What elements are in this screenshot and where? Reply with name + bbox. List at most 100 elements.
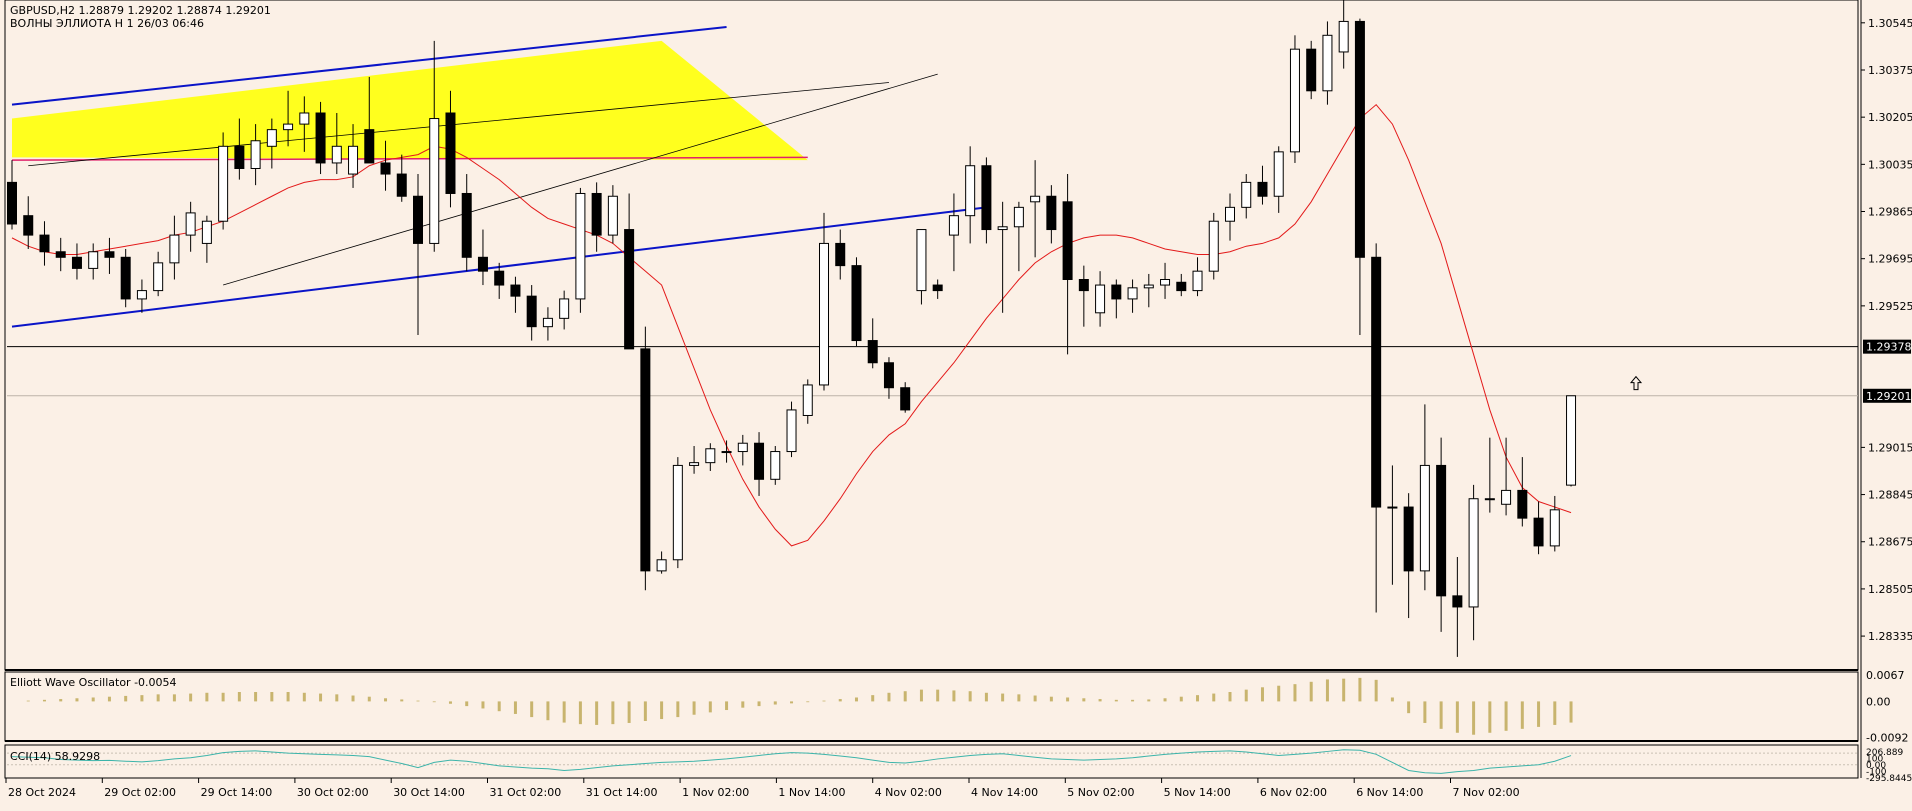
- bullish-candle-body: [542, 317, 553, 328]
- candle: [575, 187, 586, 313]
- candle: [1143, 273, 1154, 308]
- candle: [429, 40, 440, 252]
- candle: [640, 326, 651, 591]
- candle: [283, 90, 294, 147]
- y-tick-label: 1.29525: [1868, 300, 1912, 313]
- bullish-candle-body: [1387, 506, 1398, 509]
- candle: [136, 279, 147, 313]
- bearish-candle-body: [23, 215, 34, 236]
- x-tick-label: 31 Oct 02:00: [490, 786, 562, 799]
- bullish-candle-body: [965, 165, 976, 217]
- candle: [71, 243, 82, 280]
- bearish-candle-body: [39, 234, 50, 253]
- bearish-candle-body: [1533, 517, 1544, 547]
- bullish-candle-body: [201, 220, 212, 244]
- bearish-candle-body: [120, 256, 131, 300]
- candle: [1322, 21, 1333, 105]
- candle: [1127, 279, 1138, 313]
- candle: [315, 101, 326, 175]
- candle: [1176, 273, 1187, 297]
- bearish-candle-body: [932, 284, 943, 292]
- candle: [883, 357, 894, 399]
- candle: [1354, 18, 1365, 335]
- candle: [120, 248, 131, 308]
- bullish-candle-body: [1127, 287, 1138, 300]
- candle: [461, 174, 472, 272]
- y-tick-label: 1.29695: [1868, 253, 1912, 266]
- bullish-candle-body: [1322, 34, 1333, 92]
- candle: [1013, 201, 1024, 272]
- bullish-candle-body: [770, 451, 781, 480]
- candle: [23, 196, 34, 249]
- candle: [948, 193, 959, 272]
- candle: [1436, 437, 1447, 632]
- cci-tick-label: -295.8445: [1866, 774, 1912, 784]
- bearish-candle-body: [1111, 284, 1122, 300]
- upper-channel-line: [11, 25, 727, 106]
- bullish-candle-body: [1566, 395, 1577, 486]
- bearish-candle-body: [7, 181, 17, 225]
- candle: [1387, 465, 1398, 585]
- bullish-candle-body: [819, 242, 829, 386]
- candle: [1306, 40, 1317, 100]
- candle: [1078, 265, 1089, 327]
- bullish-candle-body: [283, 123, 294, 131]
- bullish-candle-body: [786, 409, 797, 453]
- triangle-base-line: [11, 156, 808, 161]
- candle: [169, 215, 180, 280]
- bearish-candle-body: [640, 348, 651, 572]
- axis-layer: 1.30545 1.30375 1.30205 1.30035 1.29865 1.296…: [5, 0, 1912, 799]
- candle: [250, 124, 261, 186]
- y-tick-label: 1.28675: [1868, 536, 1912, 549]
- candle: [1517, 457, 1528, 527]
- up-arrow-marker-icon: [1629, 375, 1643, 391]
- bullish-candle-body: [348, 145, 359, 175]
- candle: [721, 440, 732, 463]
- bearish-candle-body: [1452, 595, 1463, 608]
- bearish-candle-body: [1176, 281, 1187, 292]
- candle: [39, 221, 50, 266]
- bullish-candle-body: [689, 462, 700, 466]
- price-tag-label: 1.29378: [1866, 341, 1912, 354]
- symbol-info-text: GBPUSD,H2 1.28879 1.29202 1.28874 1.2920…: [10, 4, 271, 17]
- bearish-candle-body: [883, 362, 894, 389]
- candle: [786, 401, 797, 458]
- bearish-candle-body: [1403, 506, 1414, 572]
- candle: [705, 443, 716, 471]
- bullish-candle-body: [88, 251, 99, 269]
- x-tick-label: 6 Nov 02:00: [1260, 786, 1327, 799]
- bearish-candle-body: [445, 112, 456, 194]
- main-price-panel: [4, 0, 1859, 671]
- bullish-candle-body: [1030, 195, 1041, 203]
- bearish-candle-body: [71, 256, 82, 269]
- bullish-candle-body: [1143, 284, 1154, 289]
- bearish-candle-body: [1062, 201, 1073, 280]
- candle: [1566, 395, 1577, 487]
- candle: [737, 434, 748, 466]
- bullish-candle-body: [1419, 464, 1430, 572]
- ewo-tick-label: -0.0092: [1866, 731, 1908, 744]
- candle: [1062, 174, 1073, 355]
- candle: [445, 90, 456, 208]
- ewo-title: Elliott Wave Oscillator -0.0054: [10, 676, 177, 689]
- bearish-candle-body: [867, 340, 878, 364]
- bearish-candle-body: [413, 195, 423, 244]
- ewo-tick-label: 0.00: [1866, 695, 1891, 708]
- trend-line-1: [28, 82, 889, 167]
- bullish-candle-body: [250, 140, 261, 169]
- candle: [1241, 174, 1252, 219]
- candle: [364, 76, 375, 164]
- x-tick-label: 29 Oct 02:00: [104, 786, 176, 799]
- cci-panel-frame: [4, 744, 1859, 779]
- bullish-candle-body: [153, 262, 164, 292]
- candle: [754, 432, 765, 496]
- y-tick-label: 1.30205: [1868, 111, 1912, 124]
- candle: [1533, 501, 1544, 555]
- bearish-candle-body: [315, 112, 326, 164]
- bullish-candle-body: [299, 112, 310, 125]
- candle: [7, 160, 17, 230]
- y-tick-label: 1.28335: [1868, 630, 1912, 643]
- candle: [1030, 160, 1041, 258]
- candle: [510, 276, 521, 313]
- candle: [624, 193, 635, 350]
